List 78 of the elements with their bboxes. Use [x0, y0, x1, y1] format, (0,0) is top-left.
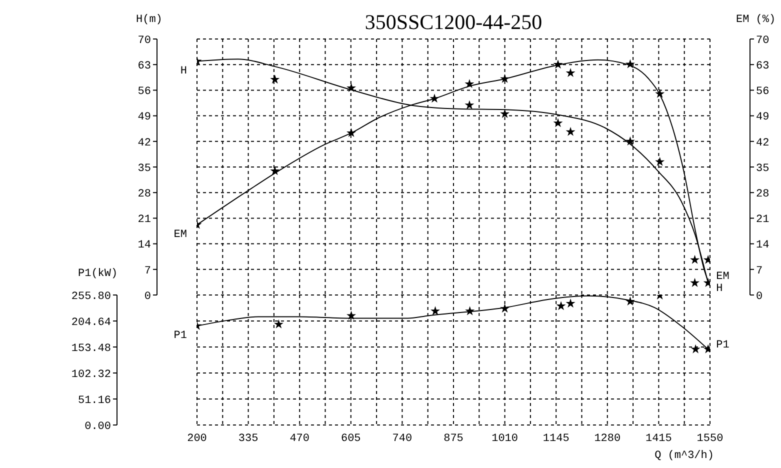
point [655, 88, 665, 98]
y-tick-label: 0.00 [84, 420, 111, 433]
y-tick-label: 153.48 [71, 342, 111, 355]
y2-tick-label: 0 [756, 290, 763, 303]
x-tick-label: 1280 [594, 432, 621, 445]
x-tick-label: 1550 [696, 432, 724, 445]
text: EM [174, 228, 187, 241]
x-tick-label: 875 [444, 432, 464, 445]
point [625, 296, 635, 306]
y2-tick-label: 35 [756, 162, 770, 175]
y-tick-label: 204.64 [71, 316, 112, 329]
x-tick-label: 1010 [492, 432, 518, 445]
y2-tick-label: 63 [756, 60, 770, 73]
point [270, 74, 280, 84]
y2-tick-label: 14 [756, 240, 770, 252]
point [464, 78, 474, 88]
x-tick-label: 200 [187, 432, 207, 445]
y2-tick-label: 7 [756, 265, 763, 278]
x-tick-label: 740 [392, 432, 412, 445]
y-tick-label: 63 [138, 60, 151, 73]
x-tick-label: 1415 [645, 432, 672, 445]
y2-tick-label: 28 [756, 188, 770, 201]
point [556, 301, 566, 310]
y-tick-label: 49 [138, 112, 151, 124]
x-axis-title: Q (m^3/h) [654, 450, 714, 462]
point [690, 278, 700, 287]
y-tick-label: 14 [138, 240, 152, 252]
y-tick-label: 51.16 [78, 394, 111, 407]
point [500, 74, 510, 83]
y2-tick-label: 70 [756, 34, 770, 47]
y-tick-label: 0 [144, 290, 151, 303]
point [346, 310, 356, 320]
y-tick-label: 7 [144, 265, 151, 278]
text: P1 [174, 330, 187, 342]
chart-title: 350SSC1200-44-250 [364, 10, 544, 35]
x-tick-label: 470 [290, 432, 310, 445]
text: H [180, 65, 187, 78]
point [655, 156, 665, 166]
y-axis-title: P1(kW) [78, 268, 118, 280]
point [274, 319, 284, 328]
point [465, 306, 475, 316]
y2-axis-title: EM (%) [736, 14, 776, 26]
point [625, 59, 635, 68]
series-label: H [716, 282, 723, 295]
point [500, 108, 510, 118]
point [270, 166, 280, 176]
y-tick-label: 255.80 [71, 290, 111, 303]
y-tick-label: 102.32 [71, 368, 111, 381]
y2-tick-label: 42 [756, 137, 770, 150]
y2-tick-label: 21 [756, 214, 770, 226]
y-axis-title: H(m) [136, 14, 162, 26]
y2-tick-label: 56 [756, 86, 770, 98]
point [553, 118, 563, 128]
point [346, 83, 356, 92]
point [346, 128, 356, 138]
point [625, 136, 635, 146]
x-tick-label: 1145 [542, 432, 570, 445]
series-label: EM [716, 271, 730, 284]
point [690, 344, 700, 354]
point [566, 68, 576, 78]
point [690, 254, 700, 264]
y-tick-label: 56 [138, 86, 151, 98]
y-tick-label: 42 [138, 137, 151, 150]
series-label: P1 [716, 339, 730, 352]
point [464, 100, 474, 110]
point [566, 298, 576, 308]
point [566, 126, 576, 136]
y-tick-label: 28 [138, 188, 151, 201]
y-tick-label: 35 [138, 162, 151, 175]
y-tick-label: 21 [138, 214, 152, 226]
point [430, 306, 440, 316]
y-tick-label: 70 [138, 34, 151, 47]
x-tick-label: 335 [238, 432, 258, 445]
x-tick-label: 605 [340, 432, 361, 445]
point [553, 60, 563, 69]
point [430, 94, 440, 103]
y2-tick-label: 49 [756, 112, 770, 124]
point [500, 304, 510, 313]
